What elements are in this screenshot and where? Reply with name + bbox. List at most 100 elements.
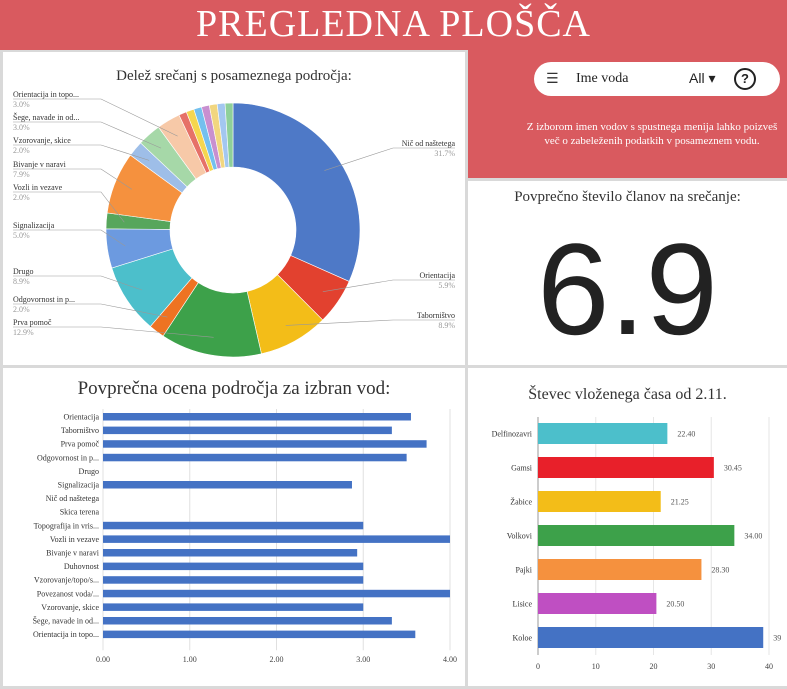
y-category-label: Žabice <box>510 497 532 507</box>
pie-value-label: 7.9% <box>13 170 30 179</box>
bar-value-label: 28.30 <box>711 566 729 575</box>
bar <box>103 535 450 543</box>
pie-label: Nič od naštetega <box>402 139 456 148</box>
pie-label: Vzorovanje, skice <box>13 136 71 145</box>
pie-label: Orientacija in topo... <box>13 90 79 99</box>
x-tick-label: 10 <box>592 662 600 671</box>
bar <box>103 603 364 611</box>
x-tick-label: 0 <box>536 662 540 671</box>
rating-bar-chart: 0.00 1.00 2.00 3.00 4.00 Orientacija Taborništ… <box>33 409 457 664</box>
y-category-label: Koloe <box>512 634 532 643</box>
y-category-label: Taborništvo <box>61 426 99 435</box>
pie-slice <box>224 102 234 168</box>
pie-value-label: 2.0% <box>13 305 30 314</box>
y-category-label: Šege, navade in od... <box>33 617 99 626</box>
bar <box>538 627 764 648</box>
pie-value-label: 3.0% <box>13 100 30 109</box>
vod-filter-dropdown[interactable]: ☰ Ime voda All ▾ ? <box>534 62 780 96</box>
filter-icon: ☰ <box>546 71 559 87</box>
bar <box>103 630 416 639</box>
pie-chart-title: Delež srečanj s posameznega področja: <box>116 68 352 84</box>
bar <box>103 576 364 584</box>
pie-value-label: 8.9% <box>438 321 455 330</box>
x-tick-label: 4.00 <box>443 655 457 664</box>
pie-label: Šege, navade in od... <box>13 113 79 122</box>
pie-label: Vozli in vezave <box>13 183 63 192</box>
pie-label: Odgovornost in p... <box>13 295 75 304</box>
filter-label: Ime voda <box>576 71 629 86</box>
bar-value-label: 20.50 <box>666 600 684 609</box>
time-panel: Števec vloženega časa od 2.11. 0 10 20 30 40… <box>468 368 787 686</box>
pie-value-label: 3.0% <box>13 123 30 132</box>
x-tick-label: 1.00 <box>183 655 197 664</box>
bar <box>103 617 392 625</box>
rating-panel: Povprečna ocena področja za izbran vod: … <box>3 368 465 686</box>
time-chart-title: Števec vloženega časa od 2.11. <box>528 386 727 403</box>
pie-label: Prva pomoč <box>13 318 52 327</box>
x-tick-label: 30 <box>707 662 715 671</box>
y-category-label: Odgovornost in p... <box>37 453 99 462</box>
bar <box>538 593 657 614</box>
pie-label: Signalizacija <box>13 221 55 230</box>
bar <box>103 413 411 421</box>
pie-label: Drugo <box>13 267 33 276</box>
pie-leader-line <box>285 319 455 326</box>
bar <box>538 491 661 512</box>
kpi-value: 6.9 <box>537 216 718 362</box>
y-category-label: Lisice <box>512 600 532 609</box>
pie-leader-line <box>324 147 455 171</box>
x-tick-label: 3.00 <box>356 655 370 664</box>
y-category-label: Volkovi <box>507 532 533 541</box>
pie-value-label: 2.0% <box>13 146 30 155</box>
filter-selected-value[interactable]: All ▾ <box>689 70 716 86</box>
bar <box>538 423 668 444</box>
bar-value-label: 30.45 <box>724 464 742 473</box>
pie-value-label: 31.7% <box>434 149 455 158</box>
bar <box>103 453 407 462</box>
y-category-label: Duhovnost <box>64 562 100 571</box>
pie-panel: Delež srečanj s posameznega področja: Ni… <box>3 52 465 365</box>
y-category-label: Prva pomoč <box>61 440 100 449</box>
y-category-label: Gamsi <box>511 464 533 473</box>
y-category-label: Drugo <box>79 467 99 476</box>
filter-panel: ☰ Ime voda All ▾ ? Z izborom imen vodov … <box>468 50 787 178</box>
x-tick-label: 2.00 <box>270 655 284 664</box>
bar <box>103 589 450 598</box>
x-tick-label: 20 <box>650 662 658 671</box>
pie-value-label: 2.0% <box>13 193 30 202</box>
y-category-label: Topografija in vris... <box>34 521 99 530</box>
page-title: PREGLEDNA PLOŠČA <box>196 3 591 45</box>
time-bar-chart: 0 10 20 30 40 Delfinozavri 22.40 Gamsi 30.45 Žabi… <box>492 417 781 671</box>
pie-value-label: 5.9% <box>438 281 455 290</box>
pie-leader-line <box>13 326 214 338</box>
bar <box>103 481 352 489</box>
pie-leader-line <box>13 275 143 291</box>
bar-value-label: 34.00 <box>744 532 762 541</box>
bar <box>538 457 714 478</box>
y-category-label: Vozli in vezave <box>50 535 100 544</box>
pie-leader-line <box>13 303 168 318</box>
y-category-label: Delfinozavri <box>492 430 533 439</box>
pie-value-label: 8.9% <box>13 277 30 286</box>
y-category-label: Vzorovanje/topo/s... <box>34 576 99 585</box>
kpi-title: Povprečno število članov na srečanje: <box>514 189 741 205</box>
bar-value-label: 39 <box>773 634 781 643</box>
pie-leader-line <box>13 121 162 149</box>
help-icon[interactable]: ? <box>734 68 756 90</box>
pie-label: Orientacija <box>419 271 455 280</box>
header-bar: PREGLEDNA PLOŠČA <box>0 0 787 50</box>
y-category-label: Signalizacija <box>58 481 100 490</box>
bar-value-label: 22.40 <box>677 430 695 439</box>
y-category-label: Skica terena <box>60 508 100 517</box>
y-category-label: Pajki <box>516 566 533 575</box>
pie-leader-line <box>322 279 455 293</box>
bar <box>103 521 364 530</box>
bar <box>103 440 427 448</box>
bar <box>103 426 392 435</box>
pie-slice <box>232 102 361 282</box>
y-category-label: Nič od naštetega <box>46 494 100 503</box>
pie-label: Taborništvo <box>417 311 455 320</box>
y-category-label: Bivanje v naravi <box>46 549 100 558</box>
rating-chart-title: Povprečna ocena področja za izbran vod: <box>77 378 391 399</box>
